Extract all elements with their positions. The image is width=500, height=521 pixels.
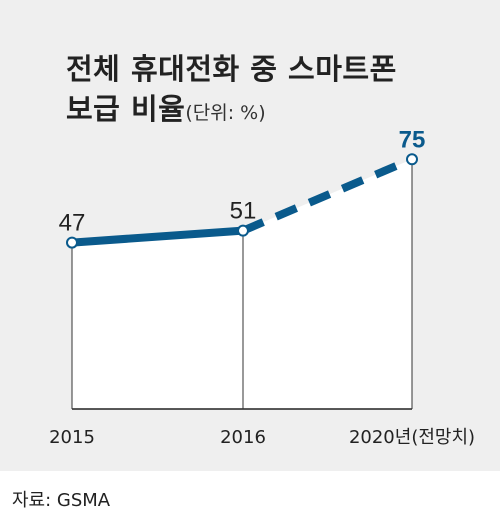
vertical-guide-lines	[71, 159, 413, 409]
plot-area	[72, 159, 412, 409]
x-tick-label-1: 2016	[220, 427, 266, 448]
data-point-0	[66, 236, 78, 249]
x-tick-label-0: 2015	[49, 427, 95, 448]
data-label-1: 51	[230, 198, 257, 225]
projected-line-segment	[241, 155, 414, 235]
source-note: 자료: GSMA	[12, 490, 111, 511]
data-point-2	[406, 153, 418, 166]
data-label-2: 75	[399, 126, 426, 153]
unit-label: (단위: %)	[185, 102, 266, 124]
chart-title-line-2-text: 보급 비율	[66, 92, 186, 126]
data-label-0: 47	[59, 210, 86, 237]
data-points	[66, 153, 418, 249]
x-tick-label-2: 2020년(전망치)	[349, 427, 475, 448]
x-tick-labels: 2015 2016 2020년(전망치)	[49, 427, 475, 448]
actual-line-segment	[71, 226, 244, 247]
series-line	[71, 155, 414, 247]
chart-title-line-1: 전체 휴대전화 중 스마트폰	[66, 52, 397, 86]
chart-title-line-2: 보급 비율(단위: %)	[66, 86, 266, 128]
data-point-1	[237, 224, 249, 237]
data-labels: 47 51 75	[59, 126, 426, 236]
